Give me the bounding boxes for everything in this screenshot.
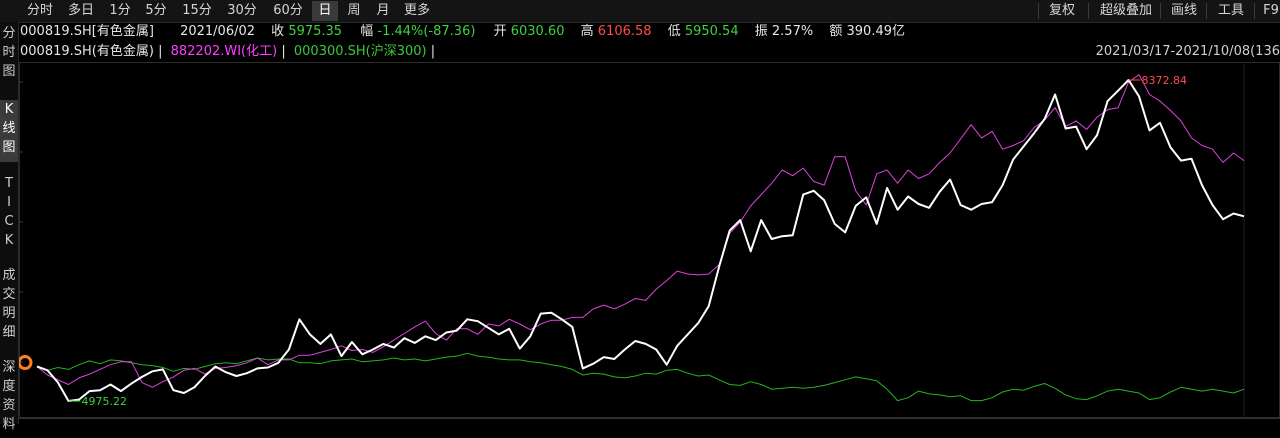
close-value: 5975.35 [288, 24, 343, 39]
legend-separator: | [430, 44, 436, 59]
change-label: 幅 [360, 24, 374, 39]
legend-separator: | [281, 44, 286, 59]
period-tab-9[interactable]: 月 [376, 3, 390, 18]
change-value: -1.44%(-87.36) [377, 24, 476, 39]
legend-separator: | [158, 44, 163, 59]
period-tab-3[interactable]: 5分 [145, 3, 167, 18]
period-tab-7[interactable]: 日 [312, 1, 338, 21]
open-label: 开 [493, 24, 507, 39]
sidebar-item-trade-detail[interactable]: 成 交 明 细 [2, 268, 16, 340]
toolbar-right-button-4[interactable]: F9 [1263, 3, 1279, 18]
bottom-panel-edge [19, 418, 1280, 425]
sidebar-item-tick[interactable]: T I C K [4, 176, 14, 248]
quote-date: 2021/06/02 [180, 24, 256, 39]
toolbar-separator [1160, 3, 1161, 19]
min-value-label: 4975.22 [81, 395, 127, 408]
amount-value: 390.49亿 [846, 24, 906, 39]
sidebar-item-kline[interactable]: K 线 图 [0, 100, 18, 162]
period-tab-8[interactable]: 周 [347, 3, 361, 18]
low-label: 低 [667, 24, 681, 39]
price-comparison-chart[interactable]: 8372.84 4975.22 [19, 62, 1280, 418]
period-tab-5[interactable]: 30分 [227, 3, 257, 18]
legend-hs300-series[interactable]: 000300.SH(沪深300) [293, 44, 427, 59]
chart-frame [19, 62, 1280, 418]
toolbar-separator [1206, 3, 1207, 19]
toolbar-separator [1254, 3, 1255, 19]
toolbar-right-button-2[interactable]: 画线 [1170, 3, 1197, 18]
legend-chem-series[interactable]: 882202.WI(化工) [170, 44, 278, 59]
date-range: 2021/03/17-2021/10/08(136 [1095, 44, 1280, 59]
open-value: 6030.60 [510, 24, 565, 39]
series-line-main [36, 79, 1245, 402]
close-label: 收 [271, 24, 285, 39]
legend-main-series: 000819.SH(有色金属) [20, 44, 154, 59]
toolbar-right-button-3[interactable]: 工具 [1217, 3, 1244, 18]
series-legend: 000819.SH(有色金属) | 882202.WI(化工) | 000300… [20, 43, 435, 61]
sidebar-item-profile[interactable]: 深 度 资 料 [2, 360, 16, 432]
high-label: 高 [580, 24, 594, 39]
high-value: 6106.58 [597, 24, 652, 39]
sidebar-item-timeshare[interactable]: 分 时 图 [2, 26, 16, 79]
max-value-label: 8372.84 [1142, 74, 1188, 87]
toolbar-right-button-1[interactable]: 超级叠加 [1099, 3, 1152, 18]
left-sidebar: 分 时 图 K 线 图 T I C K 成 交 明 细 深 度 资 料 [0, 22, 19, 432]
security-code: 000819.SH[有色金属] [20, 24, 154, 39]
period-tab-2[interactable]: 1分 [109, 3, 131, 18]
amount-label: 额 [829, 24, 843, 39]
amplitude-label: 振 [754, 24, 768, 39]
toolbar-right-button-0[interactable]: 复权 [1048, 3, 1075, 18]
period-tab-1[interactable]: 多日 [67, 3, 94, 18]
period-tab-6[interactable]: 60分 [273, 3, 303, 18]
quote-info-row: 000819.SH[有色金属] 2021/06/02 收 5975.35 幅 -… [20, 23, 905, 41]
series-line-hs300 [36, 352, 1245, 402]
toolbar-separator [1038, 3, 1039, 19]
period-tab-10[interactable]: 更多 [403, 3, 430, 18]
toolbar: 分时 多日 1分 5分 15分 30分 60分日周月更多 复权 超级叠加 画线 工具 F9 [0, 0, 1280, 23]
period-tab-0[interactable]: 分时 [26, 3, 53, 18]
amplitude-value: 2.57% [771, 24, 814, 39]
period-tab-4[interactable]: 15分 [182, 3, 212, 18]
low-value: 5950.54 [684, 24, 739, 39]
toolbar-separator [1088, 3, 1089, 19]
overlay-start-marker-icon[interactable] [19, 355, 33, 371]
